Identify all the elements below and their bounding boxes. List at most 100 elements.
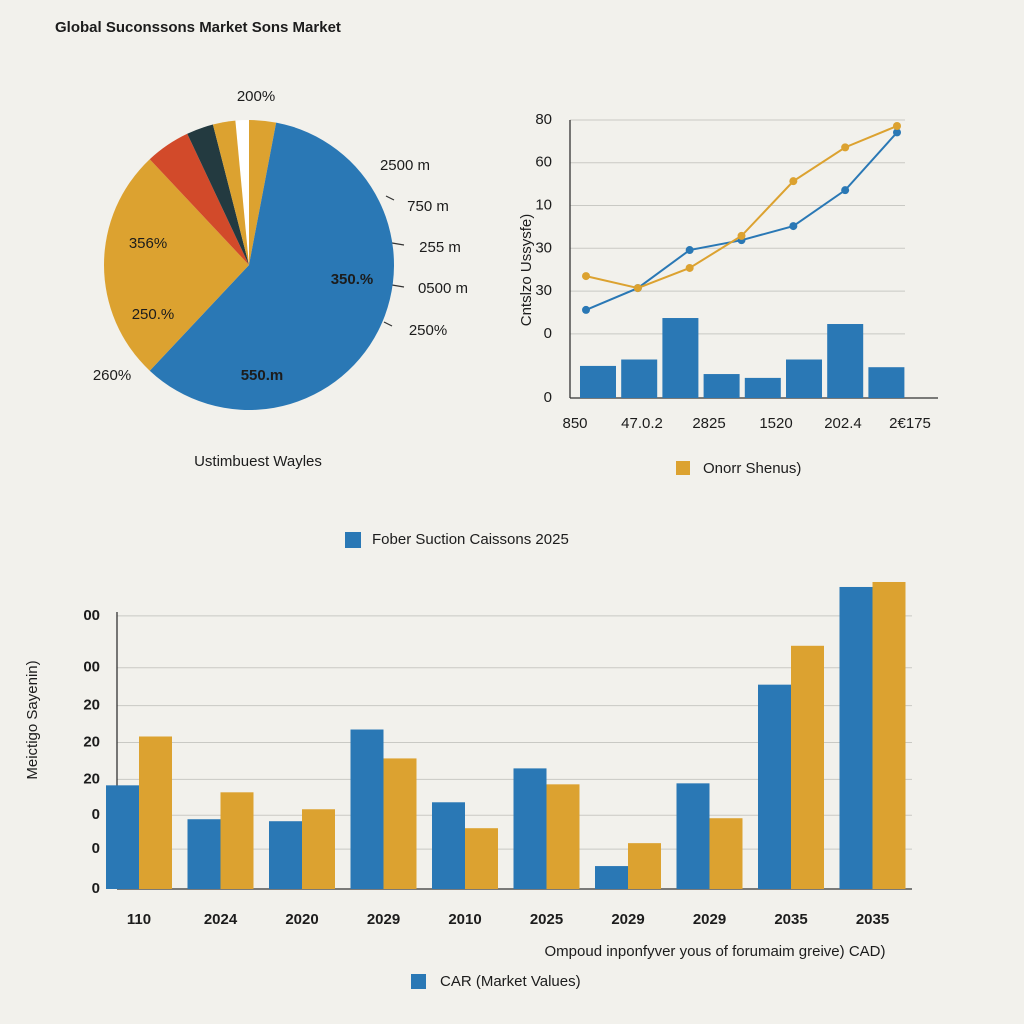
pie-slice <box>149 133 249 265</box>
bar <box>827 324 864 398</box>
pie-annotation: 255 m <box>419 239 461 256</box>
line-point <box>841 143 850 152</box>
pie-slice <box>249 120 277 265</box>
chart-title: Fober Suction Caissons 2025 <box>372 531 569 548</box>
x-tick-label: 2€175 <box>889 415 931 432</box>
bar <box>139 736 172 889</box>
x-tick-label: 2825 <box>692 415 725 432</box>
y-tick-label: 20 <box>83 733 100 750</box>
bar <box>302 809 335 889</box>
pie-annotation: 2500 m <box>380 157 430 174</box>
y-tick-label: 0 <box>92 806 100 823</box>
x-tick-label: 47.0.2 <box>621 415 663 432</box>
line-point <box>685 246 694 255</box>
y-tick-label: 00 <box>83 659 100 676</box>
x-tick-label: 850 <box>562 415 587 432</box>
pie-annotation: 550.m <box>241 367 284 384</box>
bar <box>432 802 465 889</box>
x-tick-label: 2024 <box>204 911 238 928</box>
x-tick-label: 2029 <box>693 911 726 928</box>
line-point <box>893 128 901 137</box>
y-axis-label: Cntslzo Ussysfe) <box>518 214 535 327</box>
bar <box>868 367 905 398</box>
bar <box>220 792 254 889</box>
pie-annotation: 200% <box>237 88 275 105</box>
pie-annotation: 250% <box>409 322 447 339</box>
x-tick-label: 2025 <box>530 911 563 928</box>
y-tick-label: 0 <box>544 389 552 406</box>
pie-slice <box>149 122 394 411</box>
x-tick-label: 202.4 <box>824 415 862 432</box>
line-point <box>789 222 798 231</box>
y-tick-label: 30 <box>535 239 552 256</box>
pie-annotation: 356% <box>129 235 167 252</box>
main-title: Global Suconssons Market Sons Market <box>55 19 341 36</box>
bar <box>621 359 658 398</box>
pie-slice <box>235 120 249 265</box>
y-tick-label: 20 <box>83 697 100 714</box>
bar <box>744 377 781 398</box>
line-point <box>893 121 901 130</box>
bar <box>758 684 791 889</box>
bar <box>791 645 824 889</box>
bar <box>187 819 221 889</box>
pie-slice <box>187 124 249 265</box>
legend-swatch <box>411 974 426 989</box>
bar <box>628 843 661 889</box>
y-tick-label: 0 <box>92 880 100 897</box>
bar <box>269 821 302 889</box>
line-point <box>582 272 590 281</box>
bar <box>465 828 498 889</box>
legend-label: Onorr Shenus) <box>703 460 801 477</box>
y-tick-label: 0 <box>544 325 552 342</box>
pie-annotation: 0500 m <box>418 280 468 297</box>
line-point <box>582 305 590 314</box>
caption: Ompoud inponfyver yous of forumaim greiv… <box>545 943 886 960</box>
line-point <box>737 231 746 240</box>
bar <box>580 365 616 398</box>
line-point <box>841 186 850 195</box>
bar <box>709 818 743 889</box>
bar <box>676 783 710 889</box>
bar <box>662 318 699 398</box>
bar <box>595 866 628 889</box>
pie-slice <box>104 159 250 371</box>
bar <box>350 729 384 889</box>
pie-caption: Ustimbuest Wayles <box>194 453 322 470</box>
pie-slice <box>212 120 249 265</box>
line-point <box>633 284 642 293</box>
pie-leaders <box>383 195 405 327</box>
bar <box>106 785 139 889</box>
y-tick-label: 10 <box>535 197 552 214</box>
line-point <box>685 263 694 272</box>
legend-swatch <box>676 461 690 475</box>
legend-label: CAR (Market Values) <box>440 973 581 990</box>
y-tick-label: 00 <box>83 607 100 624</box>
pie-annotation: 350.% <box>331 271 374 288</box>
pie-annotation: 750 m <box>407 198 449 215</box>
pie-annotation: 250.% <box>132 306 175 323</box>
bar <box>872 581 906 889</box>
title-swatch <box>345 532 361 548</box>
y-tick-label: 30 <box>535 282 552 299</box>
line-series <box>585 131 898 311</box>
bar <box>383 758 417 889</box>
x-tick-label: 2029 <box>367 911 400 928</box>
y-tick-label: 60 <box>535 154 552 171</box>
x-tick-label: 2029 <box>611 911 644 928</box>
bar <box>786 359 822 398</box>
bar <box>513 768 547 889</box>
y-axis-label: Meictigo Sayenin) <box>24 660 41 779</box>
y-tick-label: 80 <box>535 111 552 128</box>
x-tick-label: 2010 <box>448 911 481 928</box>
x-tick-label: 2020 <box>285 911 318 928</box>
x-tick-label: 1520 <box>759 415 792 432</box>
x-tick-label: 2035 <box>774 911 807 928</box>
bar <box>839 586 873 889</box>
pie-annotation: 260% <box>93 367 131 384</box>
bar <box>703 374 740 398</box>
bar <box>546 784 580 889</box>
line-series <box>585 125 898 290</box>
y-tick-label: 20 <box>83 770 100 787</box>
